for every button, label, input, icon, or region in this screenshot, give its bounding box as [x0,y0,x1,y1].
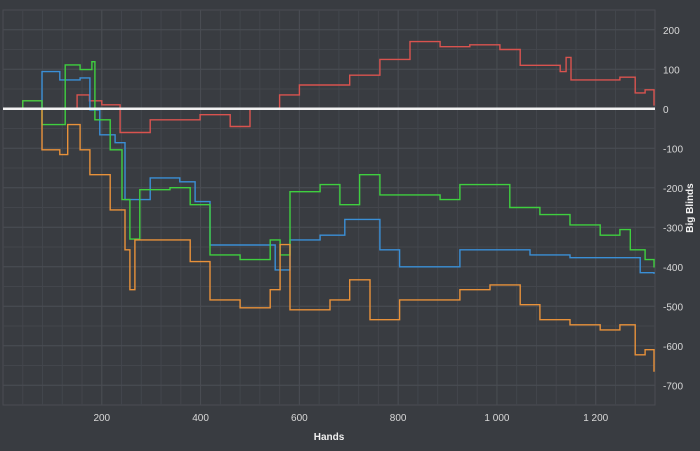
y-tick-label: -500 [663,302,683,313]
x-tick-label: 800 [390,413,407,424]
x-tick-label: 1 000 [484,413,509,424]
y-tick-label: -300 [663,223,683,234]
x-tick-label: 200 [93,413,110,424]
y-tick-label: 0 [663,105,669,116]
y-tick-label: -100 [663,144,683,155]
y-axis-label: Big Blinds [685,183,696,233]
y-tick-label: 100 [663,65,680,76]
x-tick-label: 400 [192,413,209,424]
series-line-2 [3,70,655,274]
series-line-4 [3,108,655,372]
x-axis-label: Hands [314,432,345,443]
grid [2,9,656,406]
y-axis-ticks: 200 100 0 -100 -200 -300 -400 -500 -600 -700 [663,26,683,393]
y-tick-label: -600 [663,342,683,353]
y-tick-label: 200 [663,26,680,37]
y-tick-label: -700 [663,381,683,392]
x-tick-label: 600 [291,413,308,424]
series-line-1 [3,40,655,134]
series-lines [3,40,655,372]
y-tick-label: -200 [663,184,683,195]
x-axis-ticks: 200 400 600 800 1 000 1 200 [93,413,608,424]
x-tick-label: 1 200 [583,413,608,424]
y-tick-label: -400 [663,263,683,274]
